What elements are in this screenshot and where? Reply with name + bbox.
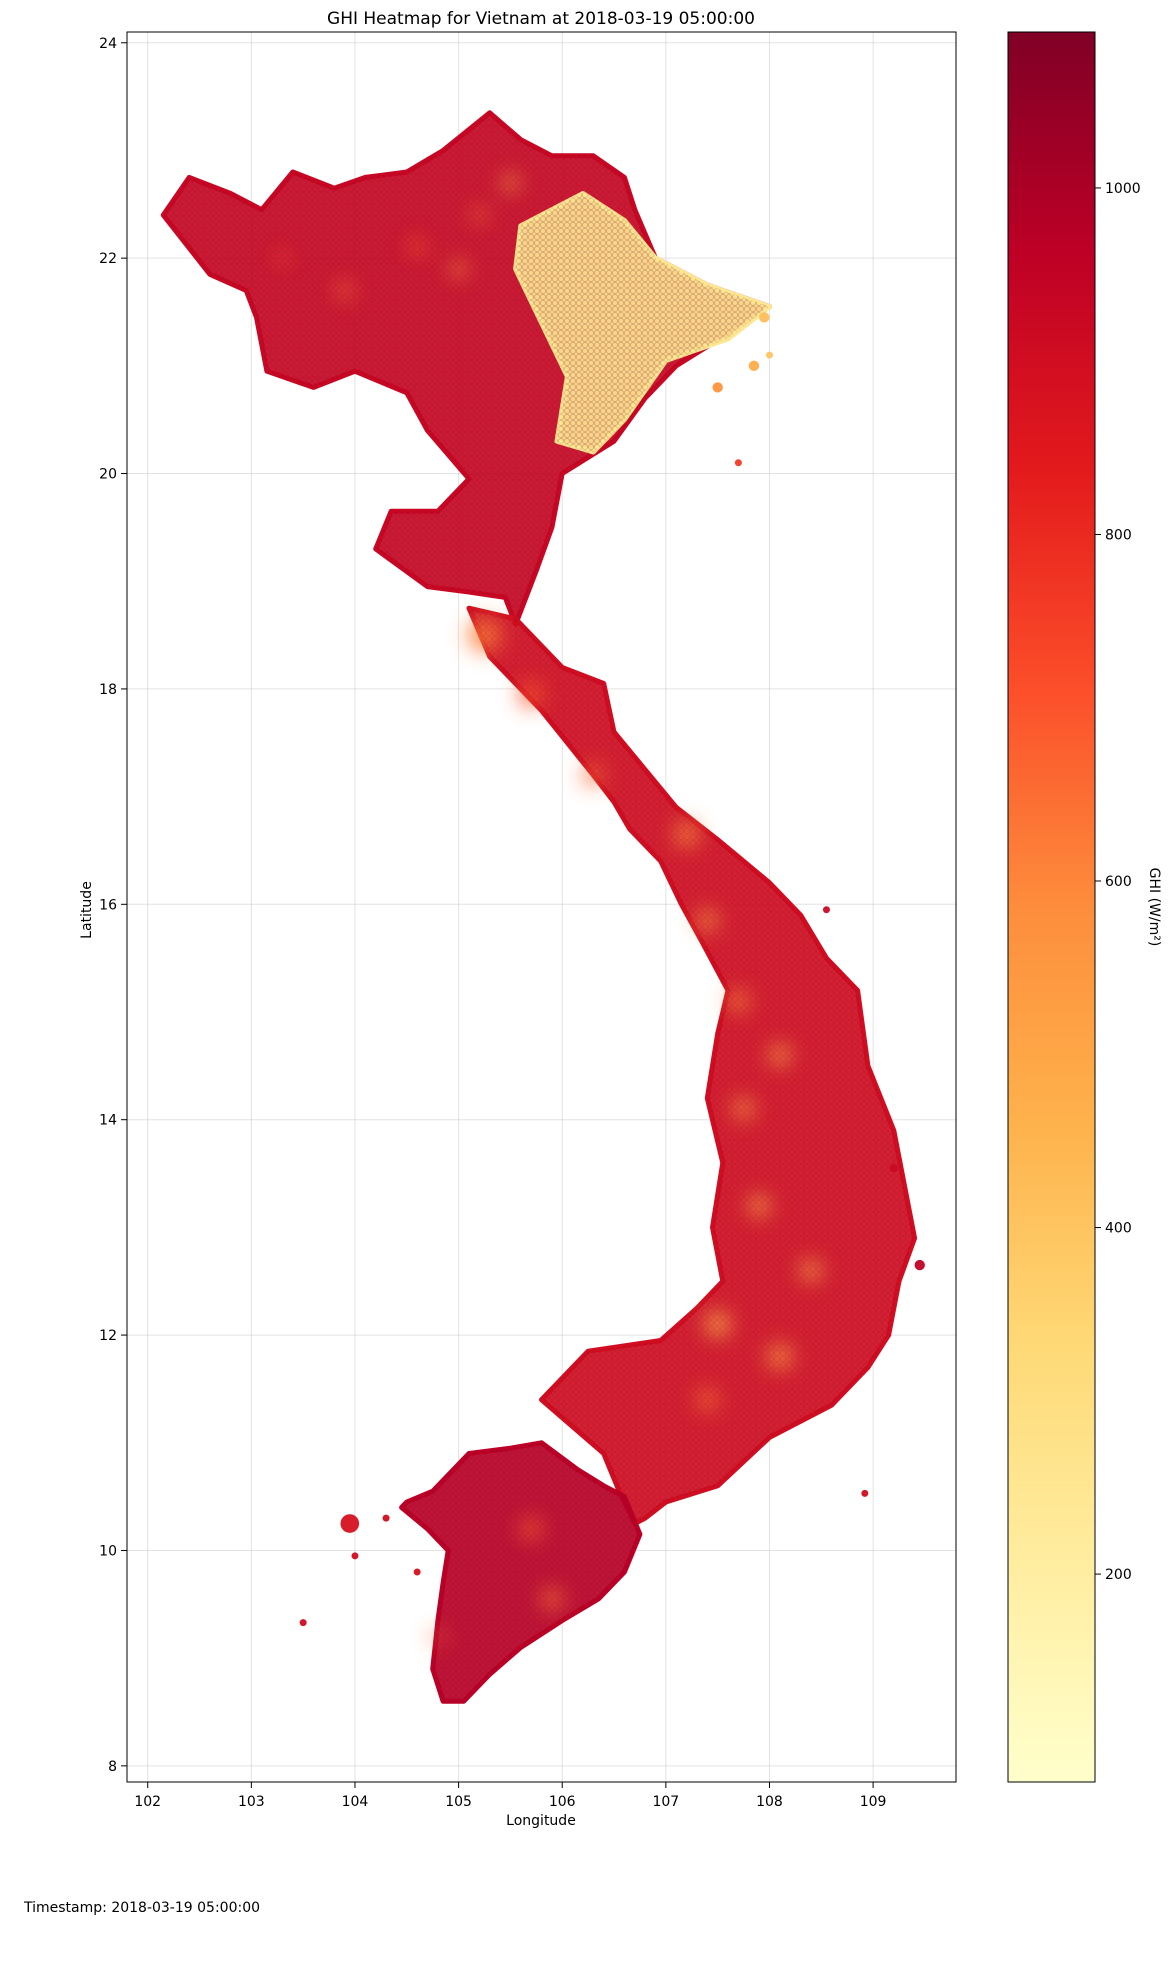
y-tick-label: 16 <box>99 897 117 913</box>
y-tick-label: 12 <box>99 1328 117 1344</box>
island-cell <box>748 360 760 372</box>
island-cell <box>712 382 723 393</box>
y-tick-label: 22 <box>99 251 117 267</box>
colorbar <box>1007 31 1096 1783</box>
colorbar-tick-label: 400 <box>1105 1221 1132 1237</box>
island-cell <box>734 459 742 467</box>
island-cell <box>382 1514 390 1522</box>
y-tick-label: 20 <box>99 467 117 483</box>
chart-title: GHI Heatmap for Vietnam at 2018-03-19 05… <box>327 9 755 29</box>
plot-frame <box>126 31 957 1783</box>
colorbar-tick-label: 200 <box>1105 1567 1132 1583</box>
region-texture-central <box>469 608 915 1524</box>
x-tick-label: 105 <box>445 1794 472 1810</box>
colorbar-tick-label: 1000 <box>1105 181 1141 197</box>
colorbar-label: GHI (W/m²) <box>1146 868 1162 947</box>
ghi-map-layer <box>160 110 925 1704</box>
x-tick-label: 104 <box>342 1794 369 1810</box>
y-tick-label: 10 <box>99 1543 117 1559</box>
colorbar-tick-label: 800 <box>1105 527 1132 543</box>
x-axis-ticks: 102 103 104 105 106 107 108 109 <box>134 1782 886 1810</box>
colorbar-ticks: 200 400 600 800 1000 <box>1095 181 1141 1583</box>
island-cell <box>340 1514 360 1533</box>
y-tick-label: 14 <box>99 1113 117 1129</box>
island-cell <box>759 312 770 323</box>
y-tick-label: 8 <box>108 1759 117 1775</box>
region-texture-south <box>401 1442 640 1702</box>
x-tick-label: 109 <box>860 1794 887 1810</box>
y-axis-label: Latitude <box>79 881 95 939</box>
island-cell <box>413 1568 421 1576</box>
island-cell <box>822 906 830 914</box>
y-tick-label: 24 <box>99 36 117 52</box>
island-cell <box>299 1619 307 1627</box>
island-cell <box>914 1259 925 1271</box>
region-texture-northeast-bright <box>515 193 770 452</box>
island-cell <box>351 1552 359 1560</box>
x-tick-label: 103 <box>238 1794 265 1810</box>
y-axis-ticks: 8 10 12 14 16 18 20 22 24 <box>99 36 127 1775</box>
timestamp-footer: Timestamp: 2018-03-19 05:00:00 <box>24 1900 261 1916</box>
island-cell <box>765 351 773 359</box>
x-tick-label: 108 <box>756 1794 783 1810</box>
x-tick-label: 102 <box>134 1794 161 1810</box>
island-cell <box>861 1489 869 1497</box>
colorbar-tick-label: 600 <box>1105 874 1132 890</box>
y-tick-label: 18 <box>99 682 117 698</box>
x-tick-label: 106 <box>549 1794 576 1810</box>
x-tick-label: 107 <box>652 1794 679 1810</box>
island-cell <box>889 1164 898 1173</box>
x-axis-label: Longitude <box>506 1813 576 1829</box>
